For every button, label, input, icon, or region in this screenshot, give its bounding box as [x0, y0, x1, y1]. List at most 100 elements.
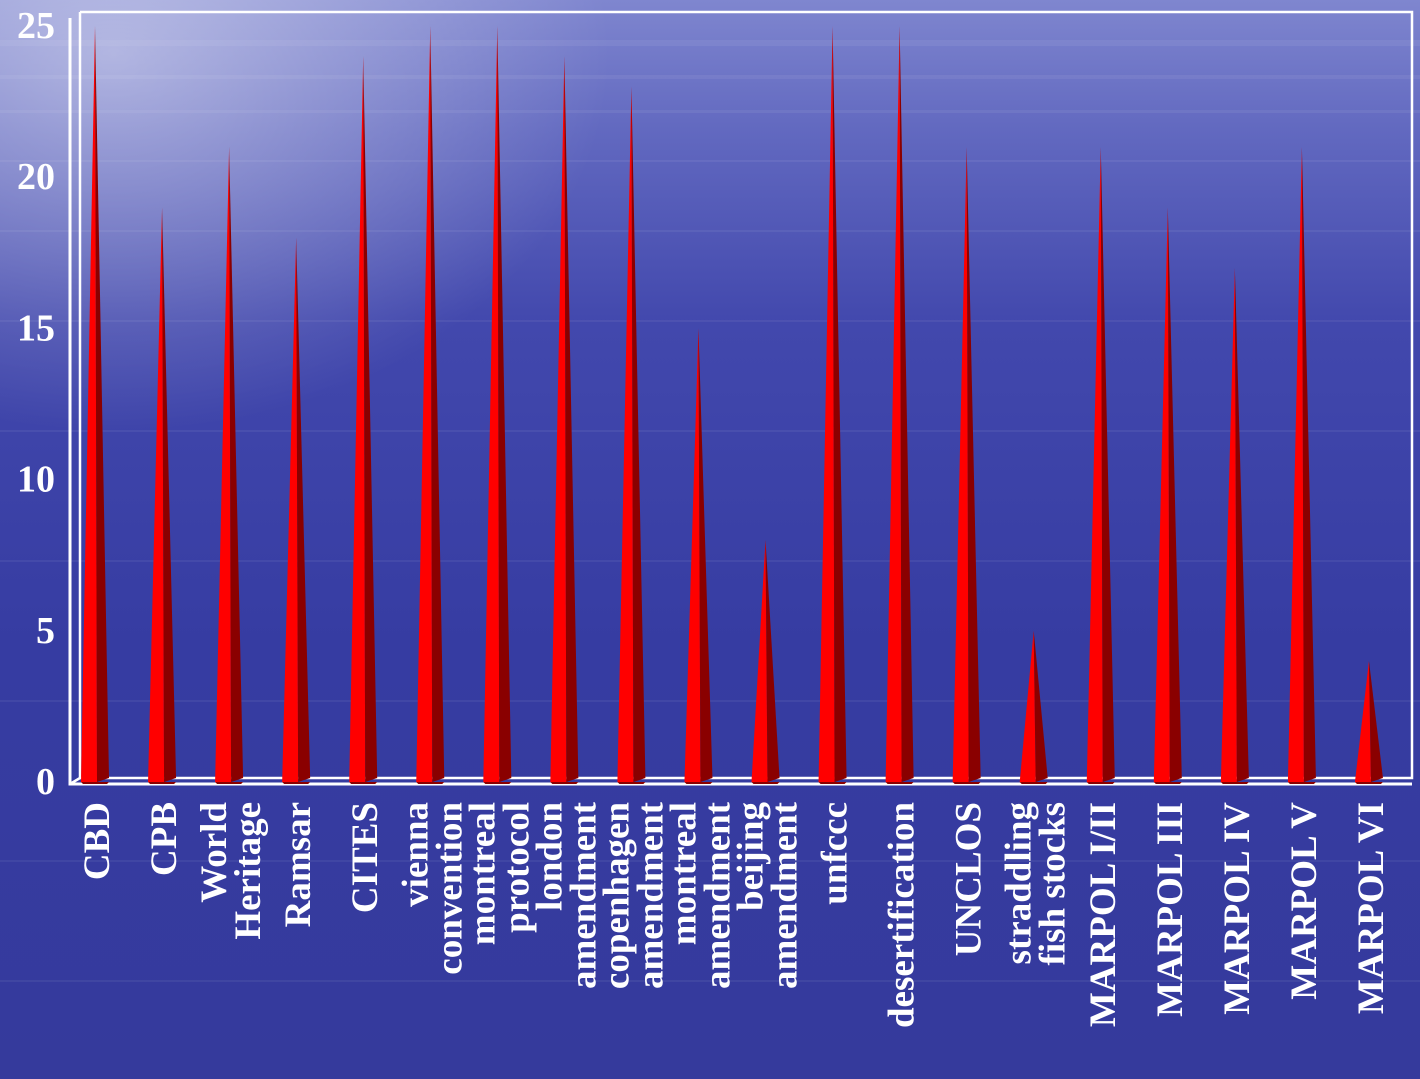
bar-shade: [698, 328, 713, 782]
bar-base: [1019, 782, 1048, 784]
bar-cone: [349, 56, 378, 784]
axis-frame-corner: [69, 776, 81, 786]
bar-cone: [617, 86, 646, 784]
bar-face: [1220, 267, 1237, 782]
bar-cone: [952, 146, 981, 784]
chart-bars: [81, 26, 1383, 784]
x-tick-label: beijing: [731, 802, 772, 911]
bar-base: [81, 782, 109, 784]
bar-face: [81, 26, 97, 782]
bar-face: [885, 26, 902, 782]
bar-cone: [1153, 207, 1182, 784]
bar-base: [1354, 782, 1383, 784]
bar-base: [483, 782, 512, 784]
bar-cone: [751, 540, 780, 784]
bar-shade: [1234, 267, 1249, 782]
x-tick-label: convention: [429, 802, 470, 975]
x-tick-label: CBD: [77, 802, 118, 880]
bar-base: [617, 782, 646, 784]
bar-shade: [1100, 146, 1115, 782]
x-tick-label: World: [194, 802, 235, 903]
bar-cone: [1287, 146, 1316, 784]
bar-face: [416, 26, 433, 782]
bar-shade: [899, 26, 914, 782]
bar-shade: [832, 26, 847, 782]
bar-shade: [564, 56, 579, 783]
x-tick-label: amendment: [697, 801, 738, 989]
bar-base: [1287, 782, 1316, 784]
bar-shade: [1368, 661, 1383, 782]
bar-face: [215, 146, 232, 782]
x-tick-label: london: [529, 802, 570, 911]
bar-base: [282, 782, 311, 784]
x-tick-label: MARPOL III: [1150, 802, 1191, 1017]
bar-shade: [162, 207, 177, 782]
bar-shade: [430, 26, 445, 782]
bar-face: [349, 56, 366, 783]
x-tick-label: MARPOL V: [1284, 802, 1325, 1000]
bar-face: [1153, 207, 1170, 782]
bar-shade: [363, 56, 378, 783]
bar-cone: [1019, 630, 1048, 784]
bar-cone: [1220, 267, 1249, 784]
bar-shade: [1301, 146, 1316, 782]
bar-base: [1220, 782, 1249, 784]
bar-face: [483, 26, 500, 782]
x-tick-label: fish stocks: [1033, 802, 1074, 965]
bar-face: [1019, 630, 1036, 782]
y-tick-label: 5: [36, 610, 55, 652]
bar-base: [349, 782, 378, 784]
axis-frame-front: [68, 18, 1412, 786]
bar-shade: [631, 86, 646, 783]
bar-cone: [1354, 661, 1383, 784]
x-tick-label: desertification: [882, 802, 923, 1028]
bar-face: [1354, 661, 1371, 782]
y-tick-label: 0: [36, 761, 55, 803]
x-tick-label: montreal: [663, 802, 704, 945]
bar-base: [1086, 782, 1115, 784]
bar-cone: [81, 26, 109, 784]
bar-face: [818, 26, 835, 782]
bar-base: [818, 782, 847, 784]
bar-shade: [95, 26, 109, 782]
bar-base: [148, 782, 177, 784]
x-tick-label: Ramsar: [278, 802, 319, 927]
bar-shade: [966, 146, 981, 782]
x-tick-label: MARPOL VI: [1351, 802, 1392, 1014]
bar-base: [751, 782, 780, 784]
x-tick-label: unfccc: [815, 802, 856, 905]
x-tick-label: CITES: [345, 802, 386, 913]
axis-frame-back: [78, 10, 1414, 780]
x-tick-label: amendment: [563, 801, 604, 989]
bar-face: [148, 207, 165, 782]
x-tick-label: vienna: [395, 802, 436, 907]
x-tick-label: montreal: [462, 802, 503, 945]
bar-face: [1086, 146, 1103, 782]
bar-cone: [215, 146, 244, 784]
bar-base: [684, 782, 713, 784]
x-tick-label: amendment: [630, 801, 671, 989]
bar-base: [885, 782, 914, 784]
bar-cone: [550, 56, 579, 784]
bar-shade: [1167, 207, 1182, 782]
bar-base: [416, 782, 445, 784]
x-tick-label: protocol: [496, 802, 537, 933]
x-tick-label: MARPOL I/II: [1083, 802, 1124, 1027]
bar-base: [1153, 782, 1182, 784]
x-tick-label: Heritage: [228, 802, 269, 940]
x-tick-label: copenhagen: [596, 802, 637, 990]
bar-face: [550, 56, 567, 783]
bar-face: [751, 540, 768, 782]
bar-cone: [684, 328, 713, 784]
bar-cone: [282, 237, 311, 784]
bar-cone: [416, 26, 445, 784]
bar-face: [684, 328, 701, 782]
y-tick-label: 10: [17, 459, 55, 501]
bar-cone: [818, 26, 847, 784]
x-tick-label: CPB: [144, 802, 185, 876]
bar-shade: [1033, 630, 1048, 782]
bar-shade: [296, 237, 311, 782]
